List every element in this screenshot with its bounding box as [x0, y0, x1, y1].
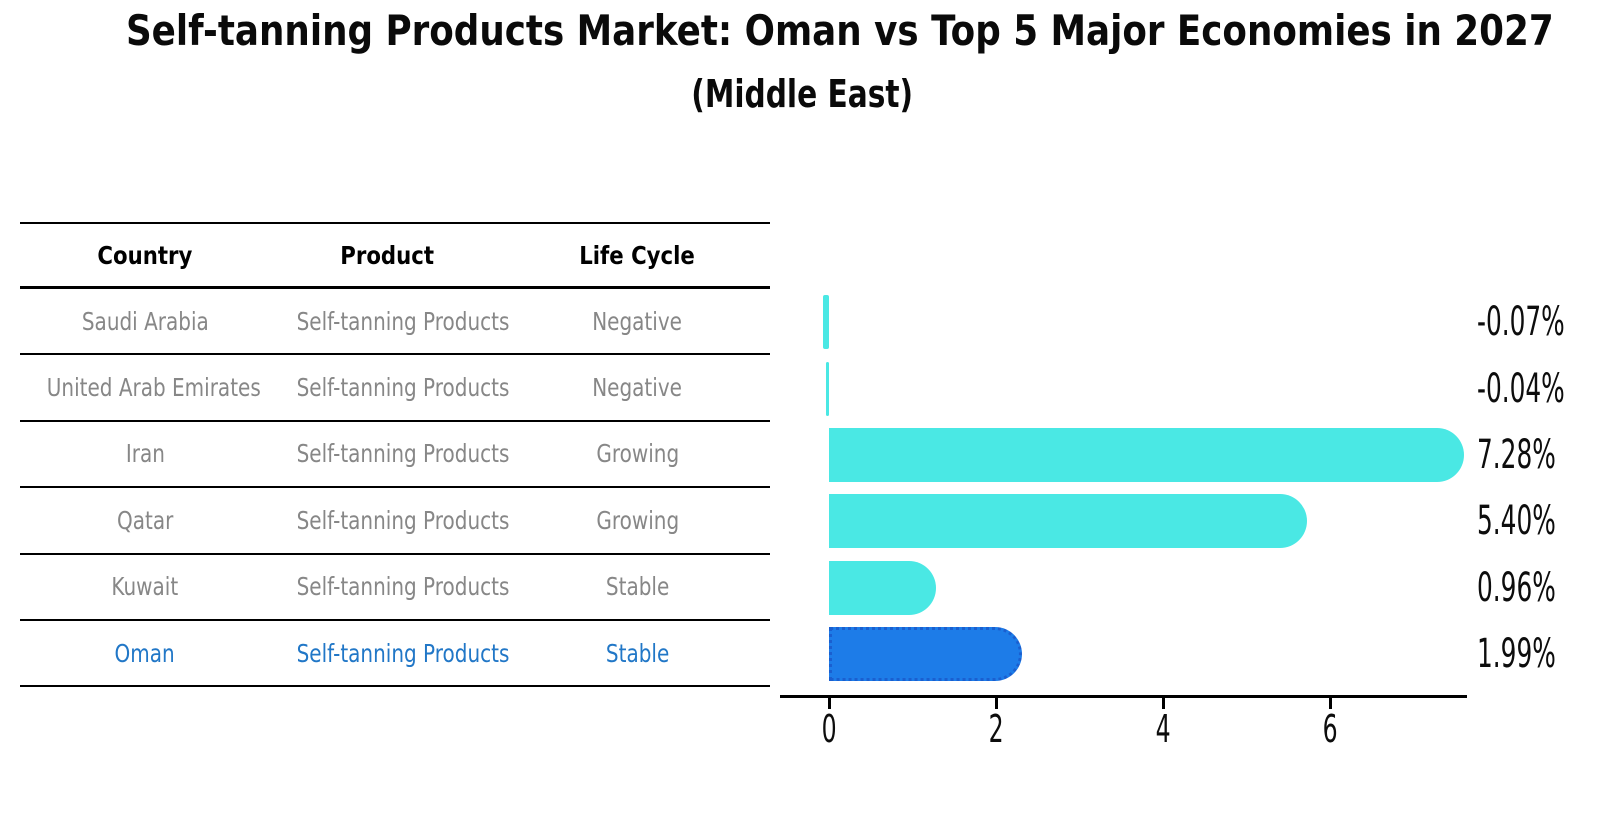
value-label-saudi-arabia: -0.07%: [1477, 301, 1604, 343]
value-label-text: -0.07%: [1477, 299, 1565, 346]
cell-life-cycle-text: Growing: [596, 439, 679, 469]
cell-country-text: Saudi Arabia: [81, 306, 209, 336]
cell-life-cycle: Negative: [505, 307, 770, 336]
cell-product: Self-tanning Products: [270, 506, 510, 535]
cell-life-cycle: Negative: [505, 373, 770, 402]
value-label-text: 5.40%: [1477, 498, 1556, 545]
bar-kuwait: [829, 560, 937, 615]
value-label-qatar: 5.40%: [1477, 500, 1604, 542]
table-row-qatar: Qatar Self-tanning Products Growing: [20, 488, 770, 555]
chart-subtitle: (Middle East): [0, 72, 1604, 116]
table-row-oman-highlighted: Oman Self-tanning Products Stable: [20, 621, 770, 688]
x-axis-tick-4: [1161, 698, 1165, 709]
table-row-united-arab-emirates: United Arab Emirates Self-tanning Produc…: [20, 355, 770, 422]
cell-country-text: Qatar: [116, 505, 174, 535]
cell-product-text: Self-tanning Products: [296, 373, 510, 403]
column-header-life-cycle: Life Cycle: [505, 241, 770, 270]
column-header-product: Product: [270, 241, 505, 270]
cell-life-cycle: Growing: [505, 439, 770, 468]
cell-life-cycle-text: Stable: [605, 638, 670, 668]
bar-oman-highlighted: [829, 627, 1023, 682]
chart-title: Self-tanning Products Market: Oman vs To…: [0, 6, 1604, 55]
cell-product-text: Self-tanning Products: [296, 306, 510, 336]
cell-life-cycle: Growing: [505, 506, 770, 535]
cell-product: Self-tanning Products: [270, 572, 510, 601]
x-axis-tick-label-4: 4: [1123, 707, 1203, 751]
cell-product: Self-tanning Products: [270, 307, 510, 336]
cell-life-cycle-text: Negative: [592, 306, 683, 336]
bar-united-arab-emirates: [825, 361, 829, 416]
value-label-text: 7.28%: [1477, 432, 1556, 478]
x-axis-tick-label-text: 4: [1155, 707, 1171, 751]
x-axis-tick-label-text: 0: [821, 707, 837, 751]
cell-product-text: Self-tanning Products: [296, 505, 510, 535]
x-axis-tick-label-text: 6: [1322, 707, 1338, 751]
table-row-saudi-arabia: Saudi Arabia Self-tanning Products Negat…: [20, 289, 770, 356]
value-label-text: 0.96%: [1477, 564, 1556, 611]
cell-life-cycle-text: Stable: [605, 572, 670, 602]
cell-product: Self-tanning Products: [270, 639, 510, 668]
column-header-product-label: Product: [340, 240, 435, 270]
value-label-oman: 1.99%: [1477, 633, 1604, 675]
value-label-united-arab-emirates: -0.04%: [1477, 368, 1604, 410]
table-row-kuwait: Kuwait Self-tanning Products Stable: [20, 555, 770, 621]
column-header-country-label: Country: [97, 240, 193, 270]
bar-iran: [829, 428, 1464, 482]
value-label-iran: 7.28%: [1477, 434, 1604, 476]
value-label-text: 1.99%: [1477, 631, 1556, 678]
column-header-country: Country: [20, 241, 270, 270]
cell-country: Iran: [20, 439, 270, 468]
x-axis-tick-6: [1328, 698, 1332, 709]
cell-life-cycle-text: Growing: [596, 505, 679, 535]
column-header-life-cycle-label: Life Cycle: [579, 240, 696, 270]
cell-country-text: Oman: [114, 638, 176, 668]
cell-country-text: Iran: [125, 439, 165, 469]
table-row-iran: Iran Self-tanning Products Growing: [20, 422, 770, 489]
x-axis-tick-2: [994, 698, 998, 709]
cell-country: Saudi Arabia: [20, 307, 270, 336]
x-axis-tick-0: [827, 698, 831, 709]
x-axis-tick-label-6: 6: [1290, 707, 1370, 751]
x-axis-tick-label-2: 2: [956, 707, 1036, 751]
table-header-row: Country Product Life Cycle: [20, 222, 770, 289]
chart-title-text: Self-tanning Products Market: Oman vs To…: [125, 6, 1554, 55]
country-table: Country Product Life Cycle Saudi Arabia …: [20, 222, 770, 688]
cell-product-text: Self-tanning Products: [296, 439, 510, 469]
cell-product-text: Self-tanning Products: [296, 638, 510, 668]
cell-country: Qatar: [20, 506, 270, 535]
bar-saudi-arabia: [823, 295, 829, 350]
cell-country: Kuwait: [20, 572, 270, 601]
cell-country-text: United Arab Emirates: [46, 373, 261, 403]
x-axis-tick-label-text: 2: [988, 707, 1004, 751]
cell-product: Self-tanning Products: [270, 373, 510, 402]
value-label-text: -0.04%: [1477, 365, 1565, 412]
cell-country: United Arab Emirates: [20, 373, 270, 402]
x-axis-tick-label-0: 0: [789, 707, 869, 751]
cell-product: Self-tanning Products: [270, 439, 510, 468]
cell-life-cycle: Stable: [505, 639, 770, 668]
cell-product-text: Self-tanning Products: [296, 572, 510, 602]
cell-country-text: Kuwait: [111, 572, 179, 602]
value-label-kuwait: 0.96%: [1477, 567, 1604, 609]
cell-life-cycle-text: Negative: [592, 373, 683, 403]
bar-qatar: [829, 494, 1307, 549]
x-axis-line: [780, 695, 1467, 698]
cell-life-cycle: Stable: [505, 572, 770, 601]
chart-subtitle-text: (Middle East): [691, 72, 913, 116]
cell-country: Oman: [20, 639, 270, 668]
